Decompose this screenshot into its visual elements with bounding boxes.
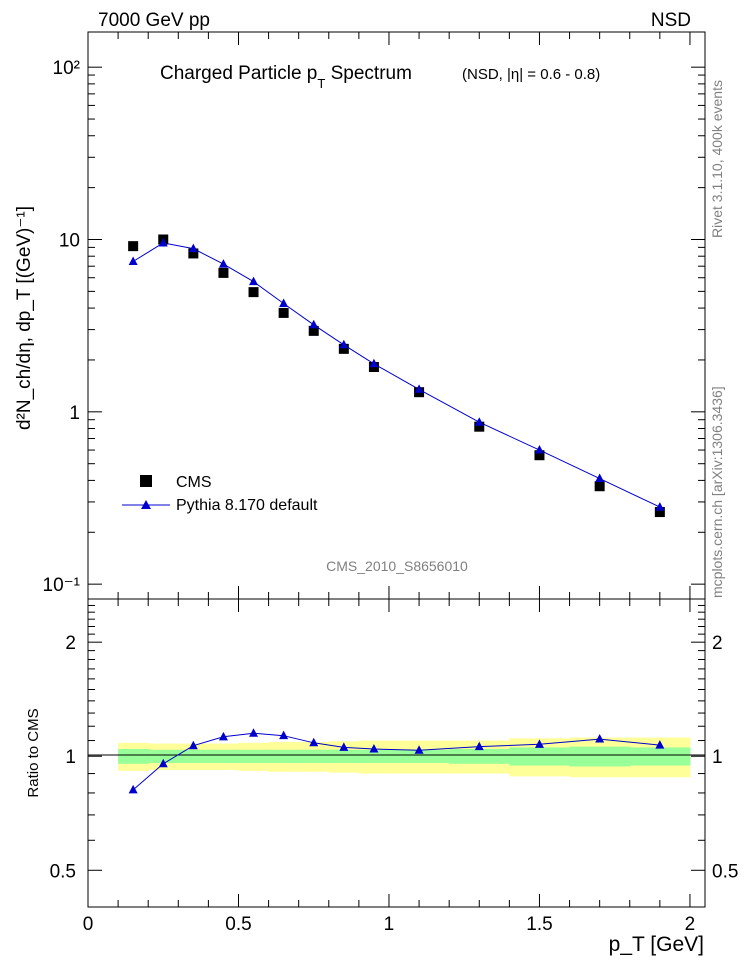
mc-point — [474, 417, 484, 426]
ratio-point — [128, 784, 138, 794]
legend-cms-label: CMS — [176, 474, 212, 491]
ratio-series-line — [132, 732, 660, 791]
rivet-label: Rivet 3.1.10, 400k events — [709, 80, 725, 238]
main-axis-ticks: 10⁻¹ 1 10 10² — [43, 32, 705, 599]
ratio-band-inner — [268, 749, 300, 763]
legend-cms-marker — [140, 475, 152, 487]
cms-point — [218, 267, 229, 278]
ratio-band-inner — [388, 749, 450, 763]
ratio-xtick-label: 1.5 — [526, 914, 552, 935]
main-title-rest: Spectrum — [325, 63, 412, 84]
ratio-band-inner — [449, 748, 510, 764]
ratio-ytick-label-right: 2 — [712, 633, 723, 654]
cms-point — [534, 450, 545, 461]
mcplots-label: mcplots.cern.ch [arXiv:1306.3436] — [709, 386, 725, 598]
ratio-band-inner — [208, 749, 239, 763]
ratio-xlabel: p_T [GeV] — [609, 933, 704, 956]
ratio-band-inner — [238, 749, 270, 763]
ratio-data-marks — [128, 728, 665, 794]
ratio-band-inner — [629, 747, 691, 766]
mc-point — [188, 243, 198, 253]
ratio-point — [369, 743, 379, 753]
ratio-band-inner — [509, 747, 571, 766]
mc-point — [128, 256, 138, 266]
ratio-point — [474, 741, 484, 751]
mc-point — [655, 502, 665, 511]
ratio-band-inner — [569, 746, 631, 767]
ratio-xtick-label: 2 — [685, 914, 696, 935]
ratio-point — [655, 740, 665, 749]
ratio-point — [414, 745, 424, 754]
cms-point — [338, 343, 349, 354]
legend: CMS Pythia 8.170 default — [122, 474, 318, 514]
watermark: CMS_2010_S8656010 — [326, 558, 468, 574]
legend-mc-marker — [141, 500, 151, 509]
mc-point — [309, 319, 319, 329]
ratio-point — [595, 734, 605, 743]
main-title-text: Charged Particle p — [160, 63, 317, 84]
ratio-ytick-label: 0.5 — [50, 861, 76, 882]
mc-point — [534, 445, 544, 454]
mc-series-line — [132, 242, 661, 508]
ratio-ytick-label-right: 1 — [712, 747, 723, 768]
ratio-band-inner — [298, 749, 330, 763]
mc-point — [218, 259, 228, 268]
cms-point — [654, 507, 665, 518]
main-title-sub: T — [317, 76, 325, 91]
main-ytick-label: 10² — [53, 58, 80, 79]
ratio-band-inner — [358, 749, 390, 763]
ratio-point — [309, 737, 319, 747]
cms-point — [474, 421, 485, 432]
mc-point — [279, 298, 289, 308]
cms-point — [188, 248, 199, 259]
main-ytick-label: 10⁻¹ — [43, 575, 81, 596]
header-left: 7000 GeV pp — [98, 10, 210, 31]
ratio-point — [188, 740, 198, 750]
ratio-band-inner — [178, 749, 209, 763]
mc-point — [339, 339, 349, 349]
ratio-point — [339, 742, 349, 751]
main-title: Charged Particle pT Spectrum — [160, 63, 412, 91]
mc-point — [249, 276, 259, 286]
ratio-point — [218, 731, 228, 741]
ratio-axis-ticks: 0.5 0.5 1 1 2 2 0 0.5 1 1.5 2 — [50, 599, 738, 935]
ratio-point — [158, 758, 168, 768]
main-ytick-label: 1 — [69, 403, 80, 424]
ratio-uncertainty-bands — [118, 737, 691, 778]
legend-mc-label: Pythia 8.170 default — [176, 497, 318, 514]
ratio-plot-frame — [87, 598, 706, 908]
mc-point — [595, 473, 605, 483]
ratio-ylabel: Ratio to CMS — [25, 708, 42, 797]
main-title-cond: (NSD, |η| = 0.6 - 0.8) — [462, 66, 600, 83]
ratio-point — [279, 730, 289, 740]
header-right: NSD — [651, 10, 691, 31]
ratio-band-inner — [118, 748, 149, 764]
main-data-marks — [128, 234, 665, 518]
ratio-point — [249, 728, 259, 737]
mc-point — [158, 237, 168, 247]
main-ytick-label: 10 — [59, 230, 80, 251]
mc-point — [369, 358, 379, 368]
main-ylabel: d²N_ch/dη, dp_T [(GeV)⁻¹] — [14, 206, 35, 430]
cms-point — [308, 325, 319, 336]
ratio-xtick-label: 1 — [384, 914, 395, 935]
ratio-band-inner — [328, 749, 360, 763]
cms-point — [594, 481, 605, 492]
ratio-band-inner — [148, 749, 179, 763]
mc-point — [414, 384, 424, 393]
ratio-xtick-label: 0.5 — [225, 914, 251, 935]
ratio-ytick-label: 2 — [65, 633, 76, 654]
ratio-ytick-label-right: 0.5 — [712, 861, 738, 882]
cms-point — [128, 241, 139, 252]
ratio-xtick-label: 0 — [83, 914, 94, 935]
ratio-point — [534, 739, 544, 748]
cms-point — [278, 307, 289, 318]
cms-point — [248, 287, 259, 298]
ratio-ytick-label: 1 — [65, 747, 76, 768]
